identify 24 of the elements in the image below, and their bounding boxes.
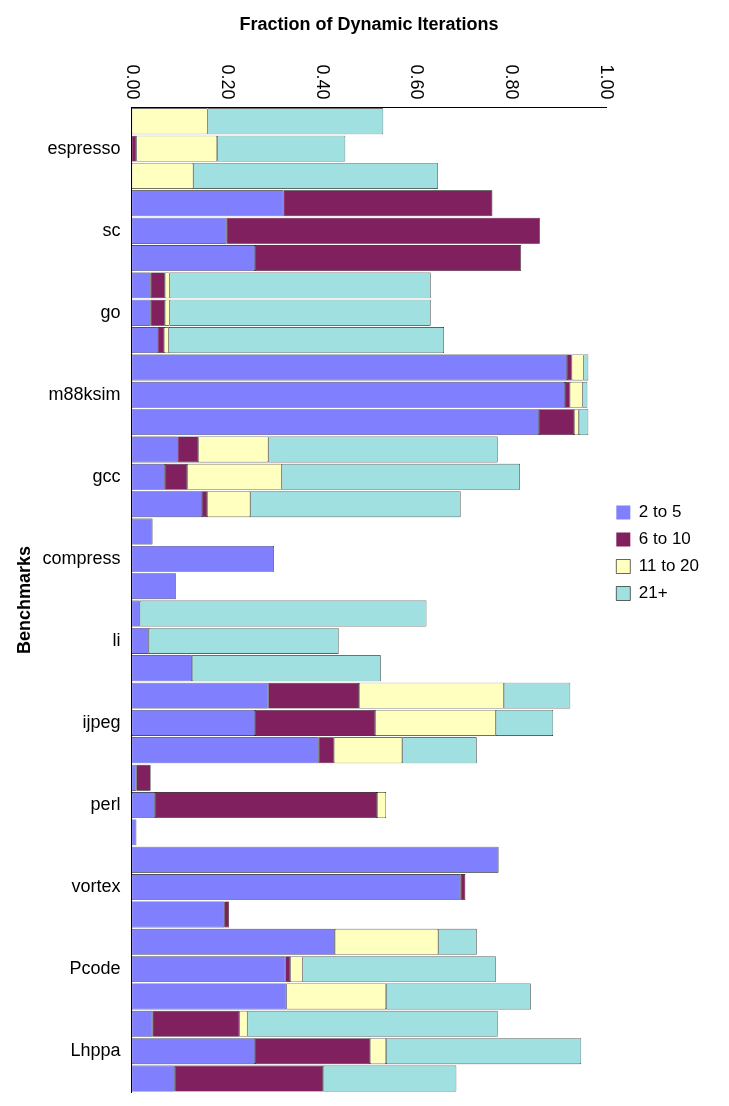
- y-tick-label: m88ksim: [48, 383, 121, 404]
- y-tick-label: sc: [102, 219, 121, 240]
- y-tick-label: li: [112, 629, 121, 650]
- x-tick-label: 0.20: [217, 64, 238, 100]
- x-tick-label: 0.40: [312, 64, 333, 100]
- y-tick-label: espresso: [47, 137, 121, 158]
- y-tick-label: compress: [42, 547, 121, 568]
- x-tick-label: 0.80: [502, 64, 523, 100]
- y-tick-label: ijpeg: [82, 711, 121, 732]
- y-tick-label: Pcode: [69, 958, 121, 979]
- y-tick-label: Lhppa: [70, 1040, 122, 1061]
- x-tick-label: 0.00: [122, 64, 143, 100]
- legend-label: 2 to 5: [638, 502, 682, 522]
- y-tick-label: go: [100, 301, 121, 322]
- legend-label: 11 to 20: [638, 556, 700, 576]
- y-tick-label: perl: [90, 793, 121, 814]
- x-axis-title: Fraction of Dynamic Iterations: [239, 13, 499, 34]
- y-tick-label: gcc: [92, 465, 121, 486]
- y-axis-title: Benchmarks: [13, 545, 34, 654]
- legend-label: 6 to 10: [638, 529, 691, 549]
- x-tick-label: 1.00: [597, 64, 618, 100]
- y-tick-label: vortex: [71, 876, 121, 897]
- x-tick-label: 0.60: [407, 64, 428, 100]
- legend-label: 21+: [638, 583, 668, 603]
